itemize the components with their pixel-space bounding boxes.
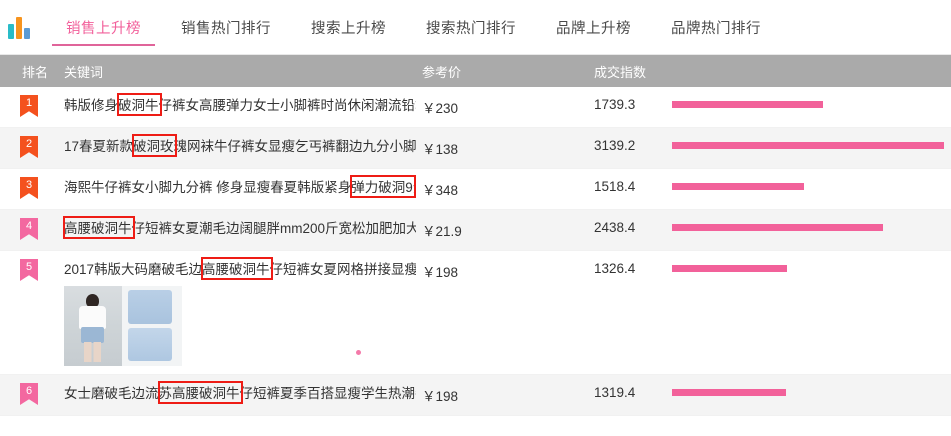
price-cell: ￥230 [422, 101, 459, 116]
thumbnail-detail-2 [128, 328, 172, 361]
index-cell: 1518.4 [590, 169, 951, 194]
index-cell: 1326.4 [590, 251, 951, 276]
logo-bar-3 [24, 28, 30, 39]
column-header-price: 参考价 [422, 64, 462, 80]
index-bar-track [672, 261, 951, 272]
tab-label: 销售热门排行 [181, 20, 271, 37]
index-bar [672, 224, 883, 231]
tab-label: 搜索上升榜 [311, 20, 386, 37]
index-bar [672, 142, 944, 149]
keyword-cell[interactable]: 女士磨破毛边流苏高腰破洞牛仔短裤夏季百搭显瘦学生热潮牛… [60, 375, 420, 411]
index-cell: 1739.3 [590, 87, 951, 112]
thumbnail-shorts [81, 327, 104, 343]
bar-chart-logo-icon [8, 15, 38, 39]
keyword-text: 高腰破洞牛仔短裤女夏潮毛边阔腿胖mm200斤宽松加肥加大… [64, 221, 416, 236]
column-header-rank: 排名 [22, 64, 49, 80]
rank-badge: 5 [20, 259, 38, 281]
tab-3[interactable]: 搜索热门排行 [406, 0, 536, 55]
keyword-cell[interactable]: 17春夏新款破洞玫瑰网袜牛仔裤女显瘦乞丐裤翻边九分小脚铅… [60, 128, 420, 164]
index-value: 1319.4 [594, 385, 636, 400]
table-row[interactable]: 3 海熙牛仔裤女小脚九分裤 修身显瘦春夏韩版紧身弹力破洞9分… ￥348 1518.4 [0, 169, 951, 210]
logo-bar-1 [8, 24, 14, 39]
rank-cell: 5 [0, 251, 60, 281]
index-value: 2438.4 [594, 220, 636, 235]
index-bar-track [672, 220, 951, 231]
rank-cell: 3 [0, 169, 60, 199]
price-cell: ￥348 [422, 183, 459, 198]
index-bar [672, 265, 787, 272]
price-cell: ￥21.9 [422, 224, 462, 239]
thumbnail-legs [84, 342, 101, 362]
index-bar [672, 101, 823, 108]
rank-cell: 2 [0, 128, 60, 158]
tab-label: 品牌上升榜 [556, 20, 631, 37]
keyword-text: 海熙牛仔裤女小脚九分裤 修身显瘦春夏韩版紧身弹力破洞9分… [64, 180, 416, 195]
index-value: 1739.3 [594, 97, 636, 112]
tab-label: 销售上升榜 [66, 20, 141, 37]
rank-cell: 4 [0, 210, 60, 240]
index-value: 1518.4 [594, 179, 636, 194]
index-bar-track [672, 179, 951, 190]
logo-bar-2 [16, 17, 22, 39]
index-bar-track [672, 138, 951, 149]
tab-5[interactable]: 品牌热门排行 [651, 0, 781, 55]
ranking-table: 排名 关键词 参考价 成交指数 1 韩版修身破洞牛仔裤女高腰弹力女士小脚裤时尚休闲… [0, 55, 951, 416]
tab-label: 品牌热门排行 [671, 20, 761, 37]
keyword-text: 女士磨破毛边流苏高腰破洞牛仔短裤夏季百搭显瘦学生热潮牛… [64, 386, 416, 401]
index-bar [672, 389, 786, 396]
index-cell: 3139.2 [590, 128, 951, 153]
thumbnail-head [86, 294, 99, 308]
index-cell: 1319.4 [590, 375, 951, 400]
index-value: 3139.2 [594, 138, 636, 153]
keyword-cell[interactable]: 2017韩版大码磨破毛边高腰破洞牛仔短裤女夏网格拼接显瘦阔… [60, 251, 420, 374]
cursor-dot [356, 350, 361, 355]
thumbnail-detail-photos [122, 286, 182, 366]
top-tab-bar: 销售上升榜 销售热门排行 搜索上升榜 搜索热门排行 品牌上升榜 品牌热门排行 [0, 0, 951, 55]
index-bar [672, 183, 804, 190]
index-value: 1326.4 [594, 261, 636, 276]
tab-1[interactable]: 销售热门排行 [161, 0, 291, 55]
tab-4[interactable]: 品牌上升榜 [536, 0, 651, 55]
rank-badge: 4 [20, 218, 38, 240]
thumbnail-model-photo [64, 286, 122, 366]
tab-list: 销售上升榜 销售热门排行 搜索上升榜 搜索热门排行 品牌上升榜 品牌热门排行 [46, 0, 781, 55]
keyword-text: 17春夏新款破洞玫瑰网袜牛仔裤女显瘦乞丐裤翻边九分小脚铅… [64, 139, 416, 154]
index-bar-track [672, 97, 951, 108]
rank-cell: 1 [0, 87, 60, 117]
price-cell: ￥198 [422, 389, 459, 404]
thumbnail-top [79, 306, 106, 329]
index-bar-track [672, 385, 951, 396]
rank-badge: 2 [20, 136, 38, 158]
thumbnail-detail-1 [128, 290, 172, 324]
keyword-text: 2017韩版大码磨破毛边高腰破洞牛仔短裤女夏网格拼接显瘦阔… [64, 262, 416, 277]
column-header-index: 成交指数 [594, 64, 647, 80]
product-thumbnail[interactable] [64, 286, 182, 366]
index-cell: 2438.4 [590, 210, 951, 235]
rank-badge: 3 [20, 177, 38, 199]
price-cell: ￥138 [422, 142, 459, 157]
table-row[interactable]: 2 17春夏新款破洞玫瑰网袜牛仔裤女显瘦乞丐裤翻边九分小脚铅… ￥138 3139.2 [0, 128, 951, 169]
price-cell: ￥198 [422, 265, 459, 280]
keyword-cell[interactable]: 韩版修身破洞牛仔裤女高腰弹力女士小脚裤时尚休闲潮流铅笔裤 [60, 87, 420, 123]
table-body: 1 韩版修身破洞牛仔裤女高腰弹力女士小脚裤时尚休闲潮流铅笔裤 ￥230 1739.3 2… [0, 87, 951, 416]
rank-badge: 6 [20, 383, 38, 405]
tab-0[interactable]: 销售上升榜 [46, 0, 161, 55]
keyword-cell[interactable]: 海熙牛仔裤女小脚九分裤 修身显瘦春夏韩版紧身弹力破洞9分… [60, 169, 420, 205]
rank-cell: 6 [0, 375, 60, 405]
table-row[interactable]: 5 2017韩版大码磨破毛边高腰破洞牛仔短裤女夏网格拼接显瘦阔… ￥198 1326.… [0, 251, 951, 375]
keyword-text: 韩版修身破洞牛仔裤女高腰弹力女士小脚裤时尚休闲潮流铅笔裤 [64, 98, 416, 113]
keyword-cell[interactable]: 高腰破洞牛仔短裤女夏潮毛边阔腿胖mm200斤宽松加肥加大… [60, 210, 420, 246]
table-row[interactable]: 4 高腰破洞牛仔短裤女夏潮毛边阔腿胖mm200斤宽松加肥加大… ￥21.9 2438.… [0, 210, 951, 251]
table-row[interactable]: 1 韩版修身破洞牛仔裤女高腰弹力女士小脚裤时尚休闲潮流铅笔裤 ￥230 1739.3 [0, 87, 951, 128]
column-header-keyword: 关键词 [64, 64, 104, 80]
tab-label: 搜索热门排行 [426, 20, 516, 37]
table-header-row: 排名 关键词 参考价 成交指数 [0, 55, 951, 87]
tab-2[interactable]: 搜索上升榜 [291, 0, 406, 55]
table-row[interactable]: 6 女士磨破毛边流苏高腰破洞牛仔短裤夏季百搭显瘦学生热潮牛… ￥198 1319.4 [0, 375, 951, 416]
rank-badge: 1 [20, 95, 38, 117]
